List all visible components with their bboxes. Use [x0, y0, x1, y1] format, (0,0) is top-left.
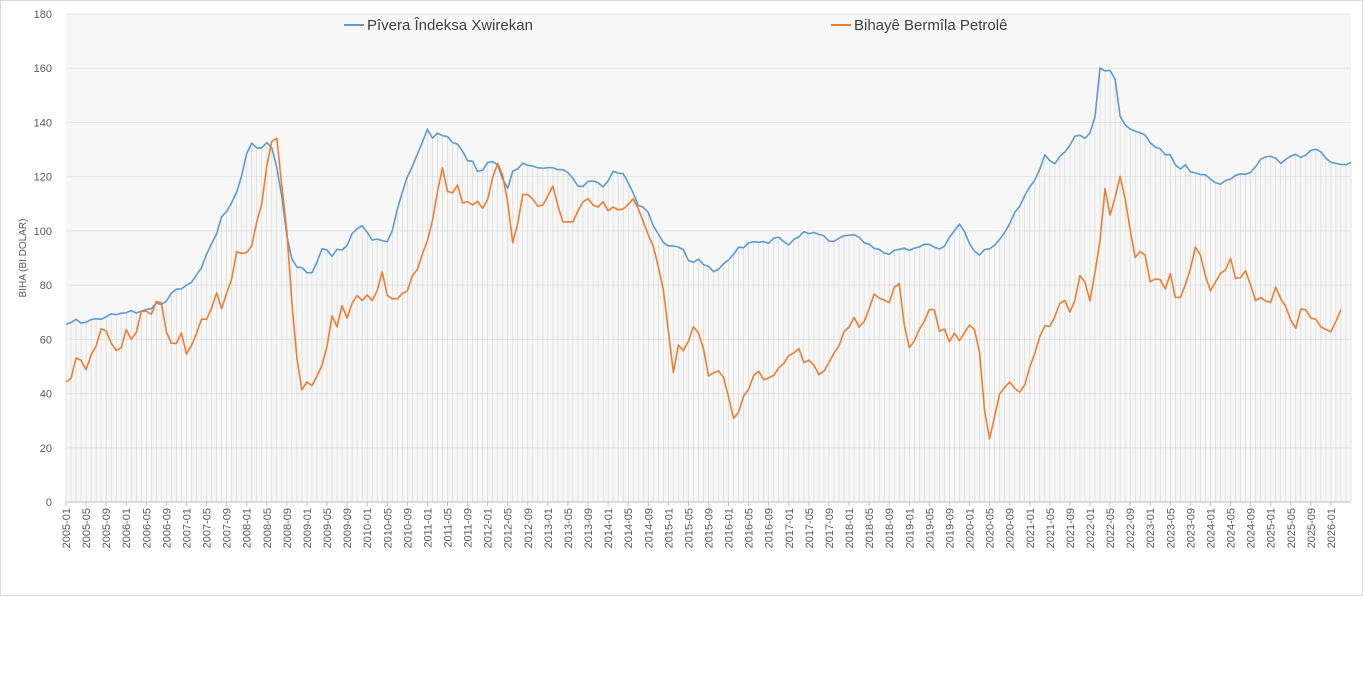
x-tick-label: 2020-01	[965, 508, 977, 548]
x-tick-label: 2015-01	[663, 508, 675, 548]
x-tick-label: 2014-01	[603, 508, 615, 548]
x-tick-label: 2025-05	[1286, 508, 1298, 548]
x-tick-label: 2015-09	[704, 508, 716, 548]
y-tick-label: 120	[34, 172, 52, 184]
x-tick-label: 2008-01	[242, 508, 254, 548]
y-tick-label: 140	[34, 117, 52, 129]
x-tick-label: 2019-01	[904, 508, 916, 548]
y-tick-label: 80	[40, 280, 52, 292]
legend-label-series-1: Pîvera Îndeksa Xwirekan	[367, 17, 533, 34]
x-tick-label: 2011-01	[422, 508, 434, 548]
x-tick-label: 2023-05	[1165, 508, 1177, 548]
x-tick-label: 2024-05	[1226, 508, 1238, 548]
x-tick-label: 2005-01	[61, 508, 73, 548]
legend: Pîvera Îndeksa Xwirekan Bihayê Bermîla P…	[344, 17, 1007, 34]
y-tick-label: 60	[40, 334, 52, 346]
legend-entry-series-1: Pîvera Îndeksa Xwirekan	[344, 17, 533, 34]
x-tick-label: 2018-05	[864, 508, 876, 548]
x-tick-label: 2009-01	[302, 508, 314, 548]
x-tick-label: 2022-05	[1105, 508, 1117, 548]
x-tick-label: 2006-05	[141, 508, 153, 548]
x-tick-label: 2025-09	[1306, 508, 1318, 548]
x-tick-label: 2018-01	[844, 508, 856, 548]
x-tick-label: 2006-09	[161, 508, 173, 548]
y-tick-label: 40	[40, 389, 52, 401]
y-tick-label: 160	[34, 63, 52, 75]
x-tick-label: 2019-09	[944, 508, 956, 548]
x-tick-label: 2017-09	[824, 508, 836, 548]
x-tick-label: 2010-01	[362, 508, 374, 548]
x-tick-label: 2010-05	[382, 508, 394, 548]
x-tick-label: 2016-05	[744, 508, 756, 548]
x-tick-label: 2025-01	[1266, 508, 1278, 548]
series-line-2	[65, 137, 1342, 440]
x-tick-label: 2013-09	[583, 508, 595, 548]
x-tick-label: 2010-09	[402, 508, 414, 548]
y-axis-title: BIHA (BI DOLAR)	[18, 219, 29, 298]
x-tick-label: 2026-01	[1326, 508, 1338, 548]
x-tick-label: 2021-05	[1045, 508, 1057, 548]
x-tick-label: 2017-05	[804, 508, 816, 548]
x-tick-label: 2005-09	[101, 508, 113, 548]
series-lines	[65, 67, 1352, 440]
x-tick-label: 2007-05	[202, 508, 214, 548]
x-tick-label: 2006-01	[121, 508, 133, 548]
x-tick-label: 2013-01	[543, 508, 555, 548]
x-tick-label: 2017-01	[784, 508, 796, 548]
x-tick-label: 2020-05	[985, 508, 997, 548]
x-tick-label: 2005-05	[81, 508, 93, 548]
x-tick-label: 2024-01	[1205, 508, 1217, 548]
x-tick-label: 2008-09	[282, 508, 294, 548]
x-tick-label: 2024-09	[1246, 508, 1258, 548]
x-tick-label: 2012-05	[503, 508, 515, 548]
x-tick-label: 2013-05	[563, 508, 575, 548]
x-tick-label: 2016-01	[724, 508, 736, 548]
chart-area: 0 20 40 60 80 100 120 140 160 180 2005-01 2005-05 2…	[0, 0, 1363, 596]
x-tick-label: 2018-09	[884, 508, 896, 548]
x-tick-label: 2012-09	[523, 508, 535, 548]
x-tick-label: 2023-01	[1145, 508, 1157, 548]
x-tick-label: 2022-01	[1085, 508, 1097, 548]
legend-entry-series-2: Bihayê Bermîla Petrolê	[831, 17, 1007, 34]
x-tick-label: 2012-01	[483, 508, 495, 548]
x-tick-label: 2007-01	[181, 508, 193, 548]
x-tick-label: 2014-09	[643, 508, 655, 548]
x-tick-label: 2022-09	[1125, 508, 1137, 548]
series-line-1	[65, 67, 1352, 326]
x-tick-label: 2011-05	[442, 508, 454, 548]
x-tick-label: 2014-05	[623, 508, 635, 548]
x-tick-label: 2011-09	[463, 508, 475, 548]
x-tick-label: 2021-09	[1065, 508, 1077, 548]
x-tick-label: 2008-05	[262, 508, 274, 548]
x-tick-label: 2021-01	[1025, 508, 1037, 548]
y-tick-label: 180	[34, 9, 52, 21]
x-tick-label: 2023-09	[1185, 508, 1197, 548]
y-tick-label: 100	[34, 226, 52, 238]
x-tick-label: 2020-09	[1005, 508, 1017, 548]
legend-label-series-2: Bihayê Bermîla Petrolê	[854, 17, 1007, 34]
y-tick-label: 0	[46, 497, 52, 509]
x-tick-label: 2009-05	[322, 508, 334, 548]
x-tick-label: 2015-05	[683, 508, 695, 548]
date-drop-lines	[65, 67, 1352, 502]
y-axis: 0 20 40 60 80 100 120 140 160 180	[34, 9, 52, 509]
x-tick-label: 2019-05	[924, 508, 936, 548]
x-tick-label: 2016-09	[764, 508, 776, 548]
x-tick-label: 2007-09	[222, 508, 234, 548]
x-axis: 2005-01 2005-05 2005-09 2006-01 2006-05 2006-…	[61, 501, 1351, 548]
x-tick-label: 2009-09	[342, 508, 354, 548]
y-tick-label: 20	[40, 443, 52, 455]
